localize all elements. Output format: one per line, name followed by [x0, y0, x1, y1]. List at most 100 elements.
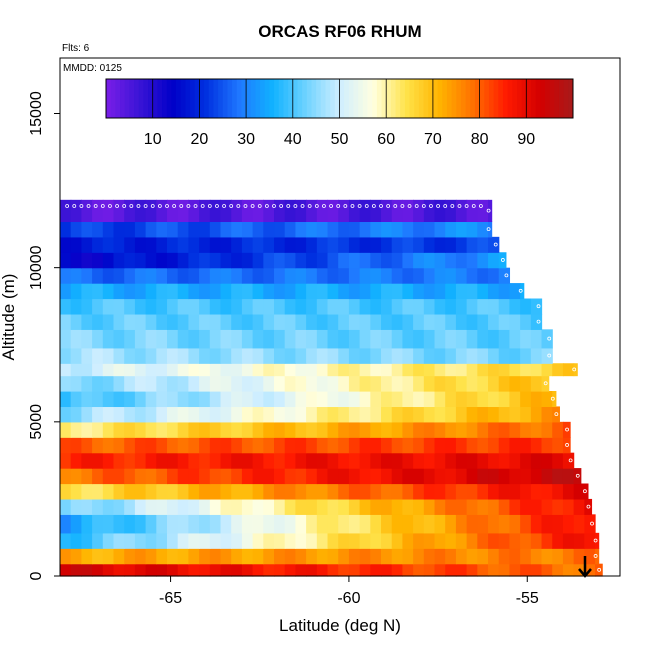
heatmap-cell — [402, 437, 414, 454]
heatmap-cell — [402, 452, 414, 469]
heatmap-cell — [81, 514, 93, 534]
heatmap-cell — [370, 347, 382, 364]
heatmap-cell — [274, 563, 286, 577]
heatmap-cell — [295, 391, 307, 408]
heatmap-cell — [402, 563, 414, 577]
heatmap-cell — [102, 514, 115, 534]
colorbar-segment — [526, 79, 532, 118]
heatmap-cell — [263, 483, 275, 500]
heatmap-cell — [263, 391, 275, 408]
heatmap-cell — [477, 298, 489, 315]
heatmap-cell — [70, 406, 82, 423]
heatmap-cell — [530, 563, 543, 577]
heatmap-cell — [338, 221, 350, 238]
sample-point — [343, 204, 348, 208]
sample-point — [236, 204, 241, 208]
heatmap-cell — [370, 221, 382, 238]
heatmap-cell — [167, 548, 179, 565]
heatmap-cell — [530, 532, 543, 549]
heatmap-cell — [167, 375, 179, 392]
heatmap-cell — [60, 267, 72, 284]
heatmap-cell — [124, 252, 136, 269]
heatmap-cell — [274, 514, 286, 534]
heatmap-cell — [509, 548, 521, 565]
heatmap-cell — [455, 298, 468, 315]
heatmap-cell — [488, 236, 500, 253]
colorbar-segment — [325, 79, 331, 118]
heatmap-cell — [445, 363, 457, 377]
heatmap-cell — [199, 514, 211, 534]
heatmap-cell — [220, 548, 232, 565]
heatmap-cell — [338, 468, 350, 485]
heatmap-cell — [241, 563, 254, 577]
colorbar-segment — [437, 79, 443, 118]
heatmap-cell — [445, 391, 457, 408]
heatmap-cell — [60, 483, 72, 500]
heatmap-cell — [241, 514, 254, 534]
heatmap-cell — [145, 329, 157, 349]
heatmap-cell — [488, 313, 500, 330]
heatmap-cell — [413, 563, 425, 577]
heatmap-cell — [434, 421, 446, 438]
heatmap-cell — [509, 563, 521, 577]
colorbar-segment — [465, 79, 471, 118]
heatmap-cell — [391, 347, 404, 364]
heatmap-cell — [252, 468, 264, 485]
heatmap-cell — [145, 548, 157, 565]
heatmap-cell — [498, 283, 511, 300]
heatmap-cell — [177, 363, 190, 377]
colorbar-segment — [316, 79, 322, 118]
heatmap-cell — [306, 267, 318, 284]
colorbar-tick-label: 20 — [191, 131, 209, 148]
heatmap-cell — [466, 421, 478, 438]
heatmap-cell — [466, 363, 478, 377]
heatmap-cell — [327, 199, 339, 223]
heatmap-cell — [295, 267, 307, 284]
colorbar-segment — [367, 79, 373, 118]
sample-point — [364, 204, 369, 208]
heatmap-cell — [391, 421, 404, 438]
heatmap-cell — [413, 375, 425, 392]
colorbar-segment — [418, 79, 425, 118]
heatmap-cell — [338, 514, 350, 534]
heatmap-cell — [423, 406, 436, 423]
heatmap-cell — [338, 329, 350, 349]
heatmap-cell — [113, 468, 125, 485]
heatmap-cell — [113, 452, 125, 469]
heatmap-cell — [177, 283, 190, 300]
sample-point — [590, 521, 594, 526]
heatmap-cell — [434, 406, 446, 423]
heatmap-cell — [466, 548, 478, 565]
colorbar-tick-label: 50 — [331, 131, 349, 148]
plot-frame — [59, 57, 621, 577]
heatmap-cell — [231, 283, 243, 300]
heatmap-cell — [488, 483, 500, 500]
heatmap-cell — [498, 532, 511, 549]
heatmap-cell — [509, 391, 521, 408]
heatmap-cell — [348, 267, 361, 284]
heatmap-cell — [338, 363, 350, 377]
heatmap-cell — [434, 452, 446, 469]
heatmap-cell — [209, 421, 222, 438]
heatmap-cell — [70, 483, 82, 500]
x-tick-label: -55 — [516, 590, 539, 607]
heatmap-cell — [562, 498, 575, 515]
heatmap-cell — [70, 548, 82, 565]
heatmap-cell — [156, 483, 168, 500]
heatmap-cell — [295, 347, 307, 364]
heatmap-cell — [381, 532, 393, 549]
heatmap-cell — [359, 252, 371, 269]
sample-point — [414, 204, 419, 208]
colorbar-segment — [162, 79, 168, 118]
heatmap-cell — [370, 313, 382, 330]
heatmap-cell — [455, 313, 468, 330]
colorbar-segment — [404, 79, 411, 118]
sample-point — [179, 204, 184, 208]
heatmap-cell — [348, 468, 361, 485]
heatmap-cell — [338, 548, 350, 565]
heatmap-cell — [391, 452, 404, 469]
sample-point — [243, 204, 248, 208]
colorbar-segment — [129, 79, 135, 118]
heatmap-cell — [263, 375, 275, 392]
colorbar-segment — [358, 79, 364, 118]
